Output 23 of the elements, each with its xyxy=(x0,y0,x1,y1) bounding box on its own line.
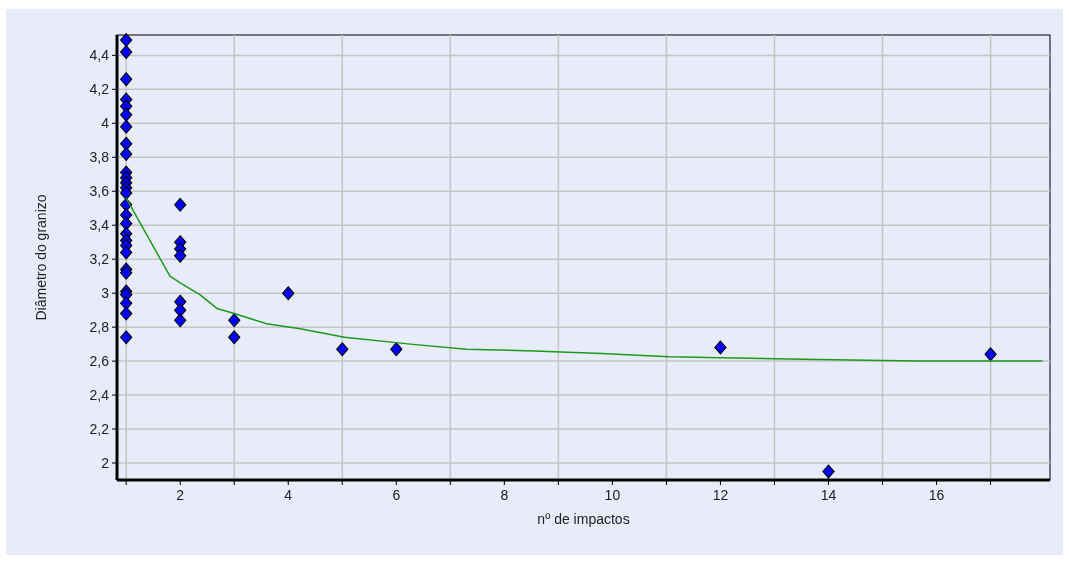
x-axis-title: nº de impactos xyxy=(537,511,630,527)
x-tick-label: 16 xyxy=(928,487,945,503)
y-tick-label: 3,6 xyxy=(89,183,110,200)
x-tick-label: 2 xyxy=(176,487,185,503)
y-axis-title: Diâmetro do granizo xyxy=(33,194,49,321)
x-tick-label: 12 xyxy=(712,487,729,503)
y-tick-label: 3 xyxy=(101,285,110,302)
y-tick-label: 4,2 xyxy=(89,81,110,98)
y-tick-label: 4,4 xyxy=(89,47,110,64)
y-tick-label: 3,2 xyxy=(89,251,110,268)
x-tick-label: 10 xyxy=(604,487,621,503)
y-tick-label: 2,6 xyxy=(89,353,110,370)
y-tick-label: 2,8 xyxy=(89,319,110,336)
y-tick-label: 2 xyxy=(101,455,110,472)
x-tick-label: 6 xyxy=(392,487,401,503)
x-tick-label: 8 xyxy=(500,487,509,503)
y-tick-label: 2,2 xyxy=(89,421,110,438)
y-tick-label: 4 xyxy=(101,115,110,132)
y-tick-label: 2,4 xyxy=(89,387,110,404)
x-tick-label: 4 xyxy=(284,487,293,503)
y-tick-label: 3,4 xyxy=(89,217,110,234)
x-tick-label: 14 xyxy=(820,487,837,503)
y-tick-label: 3,8 xyxy=(89,149,110,166)
